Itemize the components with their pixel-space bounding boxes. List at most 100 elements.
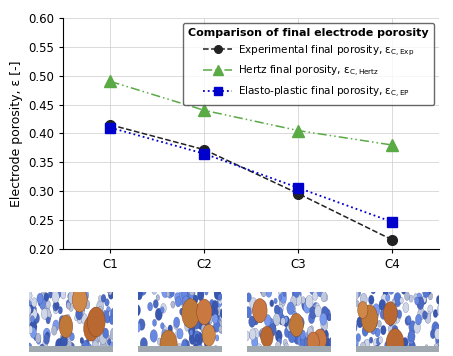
Ellipse shape (209, 299, 214, 307)
Ellipse shape (309, 307, 317, 319)
Ellipse shape (220, 294, 226, 305)
Ellipse shape (304, 301, 311, 313)
Ellipse shape (96, 300, 104, 313)
Ellipse shape (68, 291, 76, 304)
Ellipse shape (45, 306, 49, 313)
Ellipse shape (323, 330, 328, 338)
Ellipse shape (355, 292, 359, 298)
Ellipse shape (294, 293, 301, 305)
Ellipse shape (207, 326, 212, 335)
Ellipse shape (313, 329, 327, 351)
Ellipse shape (202, 308, 208, 317)
Ellipse shape (356, 334, 361, 342)
Ellipse shape (434, 325, 440, 337)
Ellipse shape (43, 339, 48, 348)
Ellipse shape (111, 286, 117, 295)
Ellipse shape (103, 328, 109, 338)
Ellipse shape (312, 342, 316, 350)
Ellipse shape (39, 344, 45, 353)
Y-axis label: Electrode porosity, ε [-]: Electrode porosity, ε [-] (10, 60, 23, 207)
Ellipse shape (436, 295, 442, 304)
Ellipse shape (219, 310, 226, 321)
Ellipse shape (435, 336, 440, 345)
Ellipse shape (290, 295, 297, 307)
Ellipse shape (60, 335, 67, 347)
Ellipse shape (390, 343, 396, 354)
Ellipse shape (288, 330, 296, 343)
Ellipse shape (360, 342, 366, 352)
Ellipse shape (253, 305, 259, 316)
Ellipse shape (29, 305, 34, 313)
Ellipse shape (377, 320, 381, 327)
Ellipse shape (375, 328, 380, 337)
Ellipse shape (192, 308, 197, 317)
Bar (356, 346, 439, 355)
Ellipse shape (46, 300, 50, 309)
Ellipse shape (418, 308, 425, 320)
Ellipse shape (176, 329, 181, 338)
Ellipse shape (189, 304, 195, 315)
Ellipse shape (255, 344, 262, 356)
Ellipse shape (387, 335, 393, 345)
Ellipse shape (321, 349, 325, 356)
Ellipse shape (323, 294, 328, 301)
Ellipse shape (327, 315, 330, 321)
Ellipse shape (289, 319, 296, 331)
Ellipse shape (173, 317, 180, 328)
Ellipse shape (298, 317, 304, 328)
Ellipse shape (294, 288, 299, 298)
Ellipse shape (403, 303, 409, 313)
Ellipse shape (204, 339, 209, 347)
Ellipse shape (423, 286, 429, 298)
Ellipse shape (406, 351, 410, 356)
Ellipse shape (44, 309, 51, 321)
Ellipse shape (323, 331, 329, 342)
Ellipse shape (34, 334, 38, 341)
Ellipse shape (291, 305, 295, 312)
Ellipse shape (209, 306, 215, 316)
Ellipse shape (202, 302, 207, 311)
Ellipse shape (246, 293, 251, 302)
Ellipse shape (28, 326, 33, 334)
Ellipse shape (43, 328, 50, 340)
Ellipse shape (287, 302, 294, 315)
Ellipse shape (153, 299, 158, 308)
Ellipse shape (405, 292, 410, 300)
Ellipse shape (397, 310, 402, 319)
Ellipse shape (85, 300, 90, 309)
Ellipse shape (260, 301, 266, 312)
Ellipse shape (30, 316, 34, 323)
Ellipse shape (165, 338, 172, 349)
Ellipse shape (386, 329, 404, 356)
Ellipse shape (59, 315, 65, 326)
Ellipse shape (260, 328, 265, 336)
Ellipse shape (250, 349, 257, 356)
Ellipse shape (139, 319, 143, 325)
Ellipse shape (381, 325, 386, 335)
Ellipse shape (174, 322, 178, 329)
Ellipse shape (319, 329, 324, 337)
Ellipse shape (253, 315, 259, 325)
Ellipse shape (108, 290, 114, 299)
Ellipse shape (80, 337, 84, 344)
Ellipse shape (375, 349, 380, 356)
Ellipse shape (201, 321, 207, 333)
Ellipse shape (80, 337, 83, 344)
Ellipse shape (198, 320, 203, 329)
Ellipse shape (109, 311, 112, 317)
Ellipse shape (362, 347, 366, 354)
Ellipse shape (214, 309, 218, 316)
Ellipse shape (300, 330, 306, 340)
Ellipse shape (150, 330, 158, 342)
Ellipse shape (278, 284, 285, 296)
Ellipse shape (360, 346, 366, 356)
Ellipse shape (195, 342, 202, 355)
Ellipse shape (405, 342, 412, 355)
Ellipse shape (189, 285, 195, 295)
Ellipse shape (321, 292, 327, 302)
Ellipse shape (292, 293, 299, 305)
Ellipse shape (46, 332, 49, 339)
Ellipse shape (273, 349, 280, 356)
Ellipse shape (297, 335, 304, 346)
Ellipse shape (330, 314, 334, 321)
